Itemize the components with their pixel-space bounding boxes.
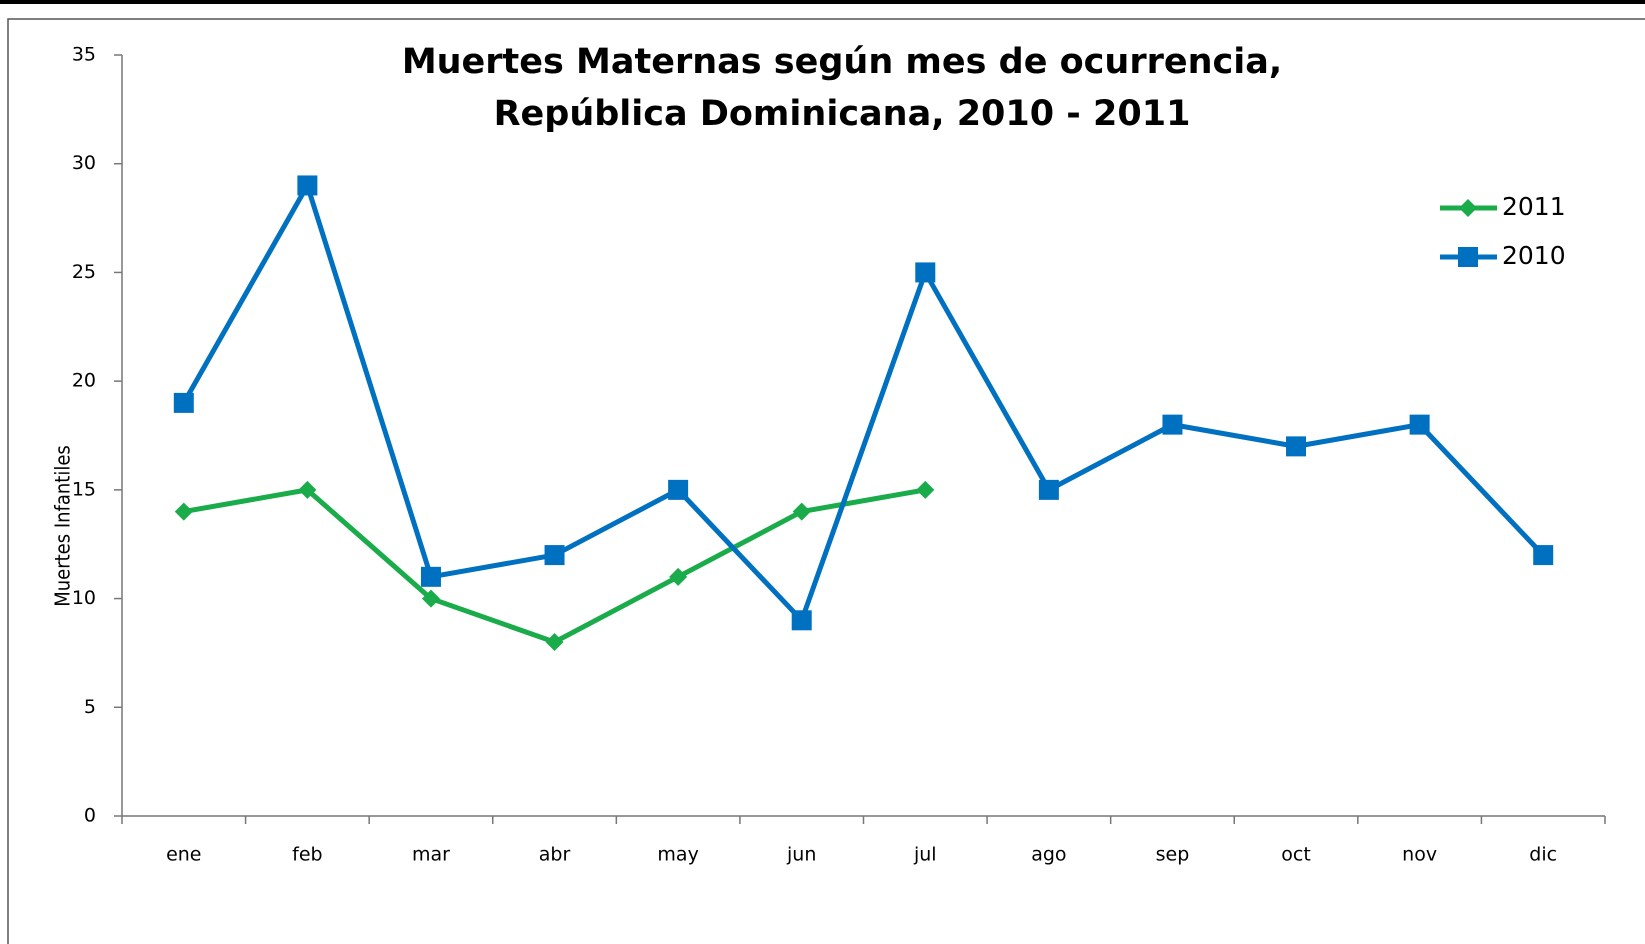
y-tick-label: 10: [72, 587, 96, 609]
y-tick-label: 15: [72, 478, 96, 500]
x-tick-label: mar: [412, 844, 450, 866]
x-tick-label: dic: [1529, 844, 1557, 866]
x-tick-label: ene: [166, 844, 201, 866]
marker: [1409, 414, 1430, 435]
y-tick-label: 5: [84, 696, 96, 718]
marker: [1286, 436, 1307, 457]
marker: [298, 480, 317, 499]
x-tick-label: jul: [913, 844, 937, 866]
y-tick-label: 30: [72, 152, 96, 174]
marker: [174, 502, 193, 521]
marker: [1459, 199, 1477, 217]
marker: [669, 567, 688, 586]
series-line: [183, 487, 926, 645]
series-line: [181, 182, 1546, 623]
y-tick-label: 35: [72, 44, 96, 66]
chart-border: [7, 18, 1645, 944]
marker: [792, 502, 811, 521]
x-tick-label: sep: [1156, 844, 1190, 866]
marker: [1458, 247, 1478, 267]
chart-title: Muertes Maternas según mes de ocurrencia…: [402, 42, 1282, 82]
marker: [297, 175, 318, 196]
legend-label: 2011: [1502, 192, 1566, 221]
marker: [173, 392, 194, 413]
marker: [916, 480, 935, 499]
marker: [915, 262, 936, 283]
x-tick-label: nov: [1402, 844, 1437, 866]
chart-title: República Dominicana, 2010 - 2011: [494, 94, 1191, 134]
marker: [421, 589, 440, 608]
x-tick-label: feb: [292, 844, 322, 866]
marker: [545, 633, 564, 652]
x-tick-label: jun: [786, 844, 816, 866]
y-tick-label: 25: [72, 261, 96, 283]
y-tick-label: 20: [72, 370, 96, 392]
x-tick-label: may: [657, 844, 698, 866]
marker: [791, 610, 812, 631]
x-tick-label: ago: [1031, 844, 1066, 866]
marker: [1038, 479, 1059, 500]
legend-label: 2010: [1502, 241, 1566, 270]
marker: [1533, 545, 1554, 566]
marker: [420, 566, 441, 587]
x-tick-label: oct: [1281, 844, 1311, 866]
marker: [544, 545, 565, 566]
x-tick-label: abr: [539, 844, 571, 866]
marker: [668, 479, 689, 500]
y-tick-label: 0: [84, 805, 96, 827]
marker: [1162, 414, 1183, 435]
y-axis-label: Muertes Infantiles: [51, 445, 75, 607]
